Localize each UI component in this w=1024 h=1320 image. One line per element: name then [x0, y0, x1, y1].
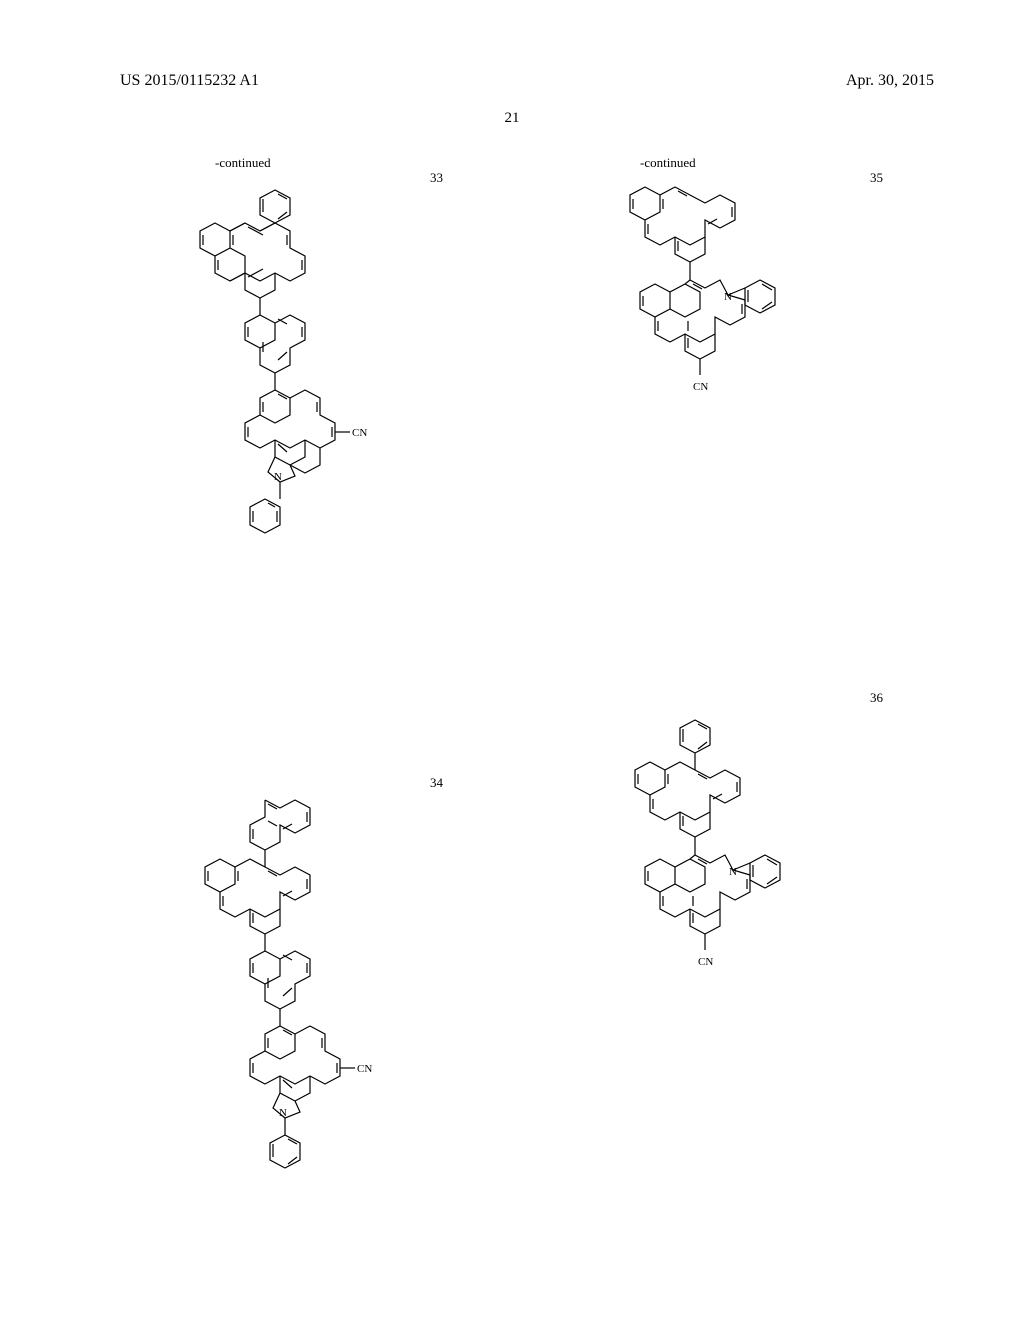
n-label-34: N	[279, 1107, 287, 1119]
n-label-35: N	[724, 291, 732, 303]
cn-label-33: CN	[352, 427, 367, 439]
page-number: 21	[0, 110, 1024, 127]
compound-label-36: 36	[870, 690, 883, 706]
continued-label-left: -continued	[215, 155, 271, 171]
n-label-33: N	[274, 471, 282, 483]
compound-structure-35: N CN	[540, 180, 820, 530]
continued-label-right: -continued	[640, 155, 696, 171]
publication-number: US 2015/0115232 A1	[120, 72, 259, 90]
compound-structure-36: N CN	[530, 710, 830, 1130]
n-label-36: N	[729, 866, 737, 878]
cn-label-35: CN	[693, 381, 708, 393]
page-header: US 2015/0115232 A1 Apr. 30, 2015	[0, 72, 1024, 90]
cn-label-36: CN	[698, 956, 713, 968]
compound-label-33: 33	[430, 170, 443, 186]
cn-label-34: CN	[357, 1063, 372, 1075]
compound-label-35: 35	[870, 170, 883, 186]
compound-structure-34: CN N	[120, 790, 380, 1250]
compound-structure-33: CN N	[120, 180, 380, 610]
publication-date: Apr. 30, 2015	[846, 72, 934, 90]
compound-label-34: 34	[430, 775, 443, 791]
